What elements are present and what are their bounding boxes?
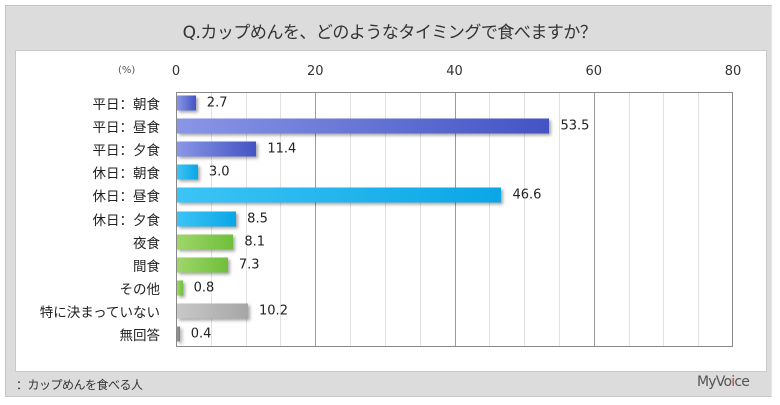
bar xyxy=(177,211,237,226)
bar xyxy=(177,164,198,180)
gridline xyxy=(315,93,317,346)
gridline xyxy=(384,93,386,346)
gridline xyxy=(628,93,630,346)
value-label: 53.5 xyxy=(560,118,590,134)
bar xyxy=(177,326,180,342)
category-label: 無回答 xyxy=(119,328,161,344)
category-label: 夜食 xyxy=(133,235,160,252)
bar xyxy=(177,280,183,296)
gridline xyxy=(350,93,352,346)
bar xyxy=(177,187,502,203)
bar xyxy=(177,95,196,111)
bar xyxy=(177,141,257,157)
x-tick-label: 40 xyxy=(446,64,463,79)
value-label: 11.4 xyxy=(267,141,297,157)
gridline xyxy=(489,93,491,346)
bar xyxy=(177,303,249,319)
gridline xyxy=(558,93,560,346)
value-label: 10.2 xyxy=(259,303,288,319)
bar xyxy=(177,257,228,273)
gridline xyxy=(454,93,456,346)
plot-area xyxy=(176,92,733,347)
x-tick-label: 20 xyxy=(306,64,324,79)
chart-panel xyxy=(15,50,767,372)
bar xyxy=(177,118,550,134)
value-label: 2.7 xyxy=(206,95,228,111)
x-tick-label: 60 xyxy=(585,64,603,79)
category-label: 特に決まっていない xyxy=(39,304,160,321)
category-label: 平日：朝食 xyxy=(92,97,161,113)
chart-title: Q.カップめんを、どのようなタイミングで食べますか？ xyxy=(182,23,597,43)
category-label: 間食 xyxy=(133,258,160,275)
value-label: 8.5 xyxy=(247,211,268,226)
value-label: 0.4 xyxy=(190,326,212,342)
value-label: 7.3 xyxy=(238,257,260,273)
chart-frame: Q.カップめんを、どのようなタイミングで食べますか？ xyxy=(5,5,772,397)
gridline xyxy=(698,93,700,346)
value-label: 3.0 xyxy=(208,164,230,180)
unit-label: (%) xyxy=(118,65,136,76)
gridline xyxy=(280,93,282,346)
value-label: 0.8 xyxy=(193,280,215,296)
gridline xyxy=(524,93,526,346)
category-label: 平日：夕食 xyxy=(92,143,161,160)
bar xyxy=(177,234,234,250)
gridline xyxy=(245,93,247,346)
x-tick-label: 80 xyxy=(724,64,742,79)
category-label: 休日：朝食 xyxy=(92,166,161,183)
x-tick-label: 0 xyxy=(171,64,181,79)
footer-note: ：カップめんを食べる人 xyxy=(16,378,143,392)
category-label: 平日：昼食 xyxy=(92,120,161,137)
value-label: 46.6 xyxy=(512,187,542,203)
category-label: その他 xyxy=(119,281,161,298)
category-label: 休日：昼食 xyxy=(92,189,161,206)
gridline xyxy=(419,93,421,346)
gridline xyxy=(593,93,595,346)
category-label: 休日：夕食 xyxy=(92,212,161,229)
value-label: 8.1 xyxy=(244,234,266,250)
myvoice-logo: MyVoice xyxy=(697,374,750,390)
gridline xyxy=(663,93,665,346)
